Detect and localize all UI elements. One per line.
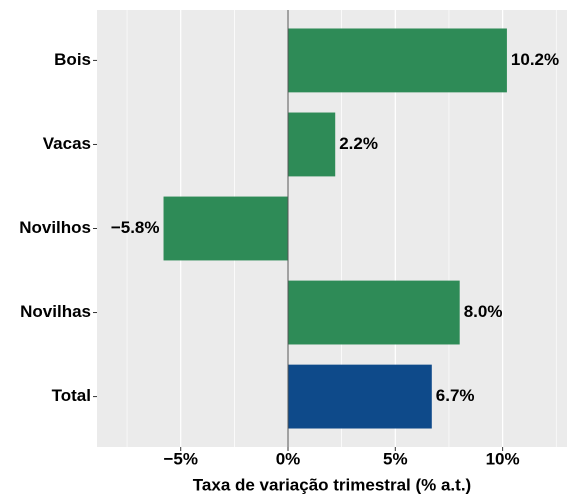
bar	[288, 112, 336, 177]
y-tick-label: Novilhas	[20, 302, 91, 321]
value-label: −5.8%	[111, 218, 160, 237]
value-label: 10.2%	[511, 50, 559, 69]
y-tick-label: Vacas	[43, 134, 91, 153]
x-tick-label: 0%	[276, 449, 301, 468]
x-axis-label: Taxa de variação trimestral (% a.t.)	[193, 475, 471, 494]
bar	[288, 364, 432, 429]
value-label: 6.7%	[436, 386, 475, 405]
bar	[288, 280, 460, 345]
bar	[163, 196, 289, 261]
bar	[288, 28, 507, 93]
x-tick-label: 5%	[383, 449, 408, 468]
y-tick-label: Total	[52, 386, 91, 405]
y-tick-label: Novilhos	[19, 218, 91, 237]
x-tick-label: 10%	[486, 449, 520, 468]
value-label: 8.0%	[464, 302, 503, 321]
value-label: 2.2%	[339, 134, 378, 153]
y-tick-label: Bois	[54, 50, 91, 69]
x-tick-label: −5%	[163, 449, 198, 468]
